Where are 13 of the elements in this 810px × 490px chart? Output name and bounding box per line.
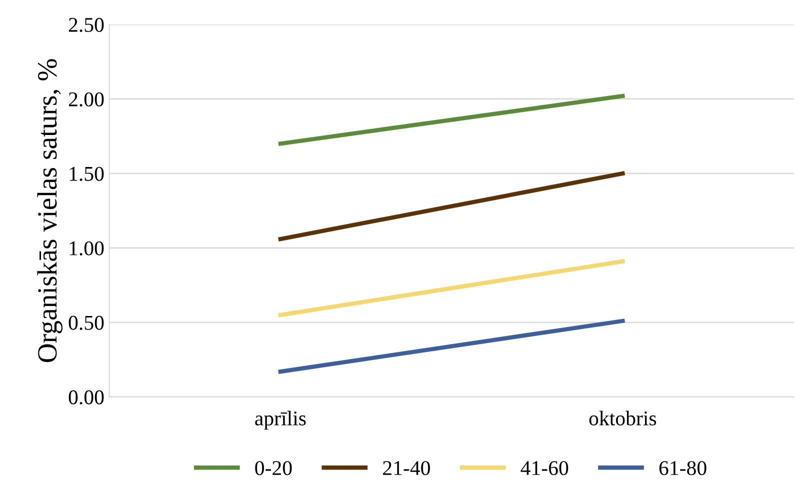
x-tick-label: aprīlis [255,410,306,430]
legend-label: 0-20 [255,461,292,476]
x-tick-label: oktobris [589,410,656,426]
legend-label: 41-60 [520,461,568,476]
y-tick-label: 1.00 [70,241,104,256]
legend-label: 21-40 [383,461,430,476]
legend-label: 61-80 [659,461,706,476]
y-tick-label: 0.00 [68,390,104,404]
y-tick-label: 2.50 [68,18,104,32]
y-tick-label: 0.50 [68,316,104,330]
y-tick-label: 1.50 [70,166,104,181]
y-axis-title: Organiskās vielas saturs, % [37,59,62,362]
y-tick-label: 2.00 [68,92,104,107]
